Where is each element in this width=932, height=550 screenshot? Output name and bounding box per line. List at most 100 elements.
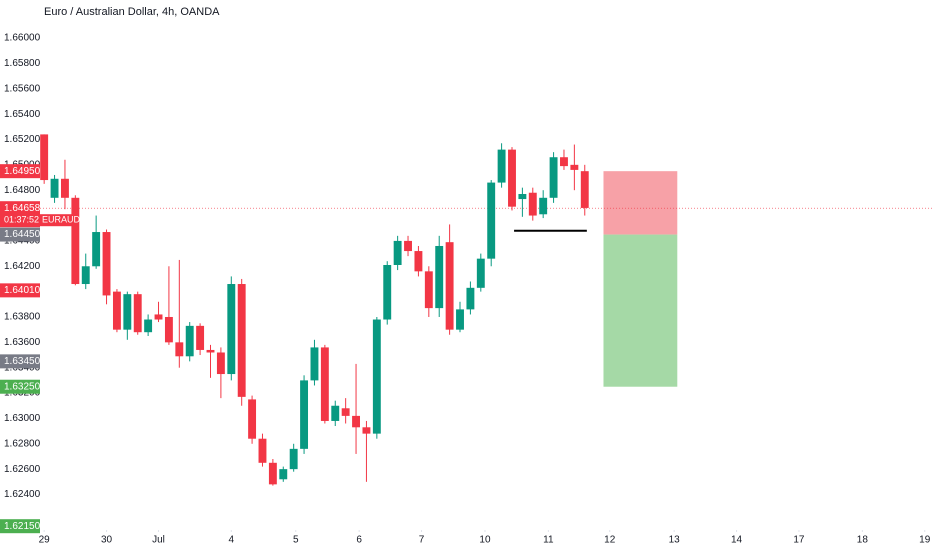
candle-body: [393, 240, 402, 265]
candle-body: [372, 319, 381, 434]
y-tick-label: 1.65600: [4, 83, 41, 94]
candle-body: [258, 438, 267, 463]
candle-body: [466, 287, 475, 310]
candle-body: [383, 265, 392, 320]
candle-body: [248, 399, 257, 439]
x-tick-label: 11: [543, 535, 554, 546]
chart-title: Euro / Australian Dollar, 4h, OANDA: [44, 6, 220, 18]
y-tick-label: 1.65400: [4, 109, 41, 120]
x-tick-label: 5: [293, 535, 299, 546]
price-tag-label: 1.63450: [4, 356, 41, 367]
price-tag: [0, 164, 40, 179]
candle-body: [560, 157, 568, 167]
candle-body: [61, 178, 69, 198]
x-tick-label: 14: [731, 535, 743, 546]
candle-body: [580, 171, 589, 208]
candle-body: [508, 149, 516, 207]
y-tick-label: 1.63000: [4, 413, 41, 424]
x-tick-label: 13: [669, 535, 681, 546]
candle-body: [424, 271, 433, 309]
y-tick-label: 1.65200: [4, 134, 41, 145]
candle-body: [445, 242, 454, 330]
price-tag: [0, 354, 40, 369]
x-tick-label: 7: [419, 535, 425, 546]
price-tag-label: 1.62150: [4, 521, 41, 532]
y-tick-label: 1.64200: [4, 261, 41, 272]
x-tick-label: 17: [793, 535, 805, 546]
candle-body: [435, 245, 444, 309]
candle-body: [196, 325, 205, 350]
y-tick-label: 1.63800: [4, 312, 41, 323]
candle-body: [123, 294, 132, 330]
price-tag-label: 1.64450: [4, 229, 41, 240]
candle-body: [154, 314, 163, 320]
candle-body: [185, 325, 194, 357]
candle-body: [300, 380, 309, 449]
candle-body: [164, 316, 173, 343]
candle-body: [310, 347, 319, 381]
x-tick-label: 19: [919, 535, 931, 546]
y-tick-label: 1.62600: [4, 464, 41, 475]
candle-body: [331, 405, 340, 421]
price-tag-label: 1.64950: [4, 166, 41, 177]
x-tick-label: 18: [857, 535, 869, 546]
candle-body: [362, 427, 371, 434]
current-price-tag: [0, 201, 40, 228]
candle-body: [528, 192, 537, 216]
candle-body: [175, 342, 184, 357]
candle-body: [320, 347, 329, 421]
candle-body: [570, 164, 579, 170]
x-tick-label: Jul: [152, 535, 165, 546]
current-price-label: 1.64658: [4, 203, 41, 214]
candle-body: [404, 240, 412, 252]
y-tick-label: 1.64800: [4, 185, 41, 196]
price-tag-label: 1.64010: [4, 285, 41, 296]
candle-body: [476, 258, 485, 288]
candle-body: [112, 291, 121, 330]
target-zone: [603, 234, 678, 387]
candle-body: [81, 266, 90, 285]
candle-body: [268, 462, 277, 485]
x-tick-label: 6: [356, 535, 362, 546]
candle-body: [518, 193, 527, 200]
candle-body: [133, 294, 142, 333]
candle-body: [216, 352, 225, 375]
candle-body: [102, 232, 111, 296]
price-tag: [0, 227, 40, 242]
x-tick-label: 12: [604, 535, 616, 546]
y-tick-label: 1.62800: [4, 438, 41, 449]
candle-body: [206, 349, 215, 353]
candle-body: [456, 309, 464, 330]
candle-body: [144, 319, 153, 333]
stop-zone: [603, 171, 678, 235]
price-tag: [0, 283, 40, 298]
candle-body: [487, 182, 496, 259]
candle-body: [549, 157, 558, 198]
y-tick-label: 1.63600: [4, 337, 41, 348]
x-tick-label: 30: [101, 535, 113, 546]
x-tick-label: 10: [479, 535, 491, 546]
y-tick-label: 1.66000: [4, 33, 41, 44]
candle-body: [50, 178, 59, 198]
price-tag-label: 1.63250: [4, 381, 41, 392]
price-tag: [0, 379, 40, 394]
candle-body: [237, 284, 246, 397]
symbol-tag: [40, 214, 72, 227]
candle-body: [497, 149, 506, 183]
candle-body: [414, 251, 423, 272]
candle-body: [341, 408, 350, 416]
x-tick-label: 4: [229, 535, 235, 546]
y-tick-label: 1.65800: [4, 58, 41, 69]
candle-body: [352, 415, 360, 428]
candle-body: [40, 134, 49, 181]
x-tick-label: 29: [39, 535, 51, 546]
candle-body: [279, 469, 288, 480]
candle-body: [227, 284, 236, 375]
symbol-label: EURAUD: [42, 215, 81, 225]
price-tag: [0, 519, 40, 534]
candle-body: [92, 232, 101, 267]
candle-body: [539, 197, 548, 215]
countdown-label: 01:37:52: [4, 215, 39, 225]
